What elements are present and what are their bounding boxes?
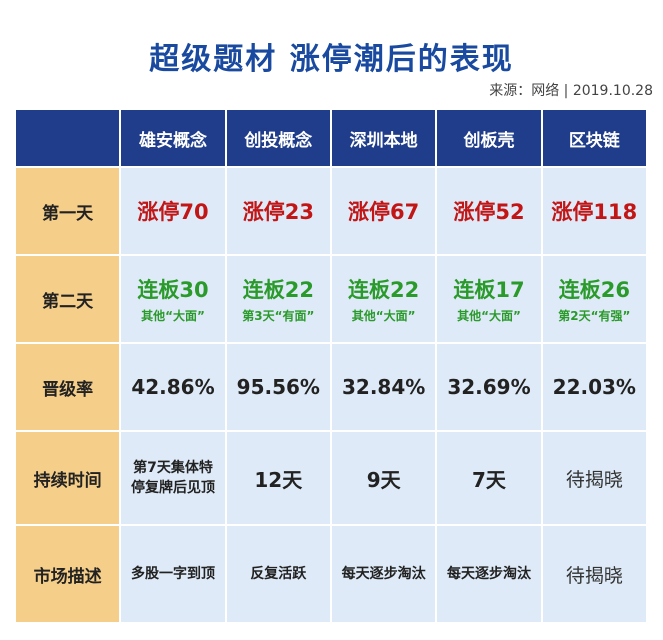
header-row: 雄安概念 创投概念 深圳本地 创板壳 区块链 [13, 108, 649, 168]
table-row-duration: 持续时间 第7天集体特停复牌后见顶 12天 9天 7天 待揭晓 [13, 430, 649, 526]
promotion-cell: 32.84% [329, 342, 438, 432]
promotion-cell: 22.03% [540, 342, 649, 432]
page-title: 超级题材 涨停潮后的表现 [149, 42, 514, 77]
day1-cell: 涨停118 [540, 166, 649, 256]
day2-board: 连板22 [242, 278, 314, 302]
day2-cell: 连板26 第2天“有强” [540, 254, 649, 344]
day2-board: 连板26 [558, 278, 630, 302]
promotion-value: 32.69% [447, 375, 531, 399]
market-value: 待揭晓 [565, 564, 623, 587]
day1-cell: 涨停70 [119, 166, 227, 256]
market-value: 多股一字到顶 [130, 566, 215, 582]
day2-note: 第3天“有面” [242, 309, 315, 323]
duration-cell: 第7天集体特停复牌后见顶 [119, 430, 227, 526]
table-row-day2: 第二天 连板30 其他“大面” 连板22 第3天“有面” 连板22 其他“大面”… [13, 254, 649, 344]
day2-cell: 连板22 其他“大面” [329, 254, 438, 344]
day1-value: 涨停52 [453, 200, 525, 224]
promotion-value: 42.86% [131, 375, 215, 399]
col-header-chuangtou: 创投概念 [224, 108, 332, 168]
promotion-value: 22.03% [552, 375, 636, 399]
row-label-day1: 第一天 [13, 166, 122, 256]
day1-value: 涨停23 [242, 200, 314, 224]
duration-value: 7天 [472, 467, 506, 492]
market-value: 每天逐步淘汰 [341, 566, 426, 582]
day2-cell: 连板17 其他“大面” [435, 254, 543, 344]
duration-cell: 7天 [435, 430, 543, 526]
table-row-day1: 第一天 涨停70 涨停23 涨停67 涨停52 涨停118 [13, 166, 649, 256]
duration-value: 9天 [366, 467, 401, 492]
duration-cell: 9天 [329, 430, 438, 526]
day2-cell: 连板30 其他“大面” [119, 254, 227, 344]
col-header-chuangbanke: 创板壳 [435, 108, 543, 168]
duration-value: 12天 [254, 467, 303, 492]
market-value: 每天逐步淘汰 [446, 566, 531, 582]
duration-value: 待揭晓 [565, 468, 623, 491]
day1-value: 涨停67 [348, 200, 420, 224]
day2-note: 其他“大面” [351, 309, 416, 323]
day2-note: 其他“大面” [141, 309, 205, 323]
row-label-day2: 第二天 [13, 254, 122, 344]
duration-cell: 12天 [224, 430, 332, 526]
promotion-value: 32.84% [341, 375, 426, 399]
day2-board: 连板17 [453, 278, 525, 302]
table-row-market: 市场描述 多股一字到顶 反复活跃 每天逐步淘汰 每天逐步淘汰 待揭晓 [13, 524, 649, 624]
market-cell: 待揭晓 [540, 524, 649, 624]
row-label-promotion: 晋级率 [13, 342, 122, 432]
market-cell: 反复活跃 [224, 524, 332, 624]
market-cell: 每天逐步淘汰 [329, 524, 438, 624]
day1-value: 涨停70 [137, 200, 209, 224]
market-cell: 每天逐步淘汰 [435, 524, 543, 624]
promotion-cell: 32.69% [435, 342, 543, 432]
day2-board: 连板30 [137, 278, 209, 302]
col-header-blockchain: 区块链 [540, 108, 649, 168]
comparison-table: 雄安概念 创投概念 深圳本地 创板壳 区块链 第一天 涨停70 涨停23 涨停6… [13, 108, 649, 624]
day2-board: 连板22 [348, 278, 420, 302]
col-header-shenzhen: 深圳本地 [329, 108, 438, 168]
duration-cell: 待揭晓 [540, 430, 649, 526]
day1-cell: 涨停23 [224, 166, 332, 256]
day1-value: 涨停118 [551, 200, 638, 224]
row-label-duration: 持续时间 [13, 430, 122, 526]
header-corner [13, 108, 122, 168]
source-note: 来源：网络 | 2019.10.28 [489, 83, 653, 99]
day2-note: 第2天“有强” [558, 309, 631, 323]
duration-value: 第7天集体特停复牌后见顶 [130, 460, 215, 496]
market-cell: 多股一字到顶 [119, 524, 227, 624]
day1-cell: 涨停52 [435, 166, 543, 256]
day2-cell: 连板22 第3天“有面” [224, 254, 332, 344]
row-label-market: 市场描述 [13, 524, 122, 624]
day1-cell: 涨停67 [329, 166, 438, 256]
promotion-value: 95.56% [236, 375, 320, 399]
promotion-cell: 95.56% [224, 342, 332, 432]
day2-note: 其他“大面” [457, 309, 521, 323]
col-header-xiongan: 雄安概念 [119, 108, 227, 168]
promotion-cell: 42.86% [119, 342, 227, 432]
market-value: 反复活跃 [250, 566, 307, 582]
table-row-promotion: 晋级率 42.86% 95.56% 32.84% 32.69% 22.03% [13, 342, 649, 432]
